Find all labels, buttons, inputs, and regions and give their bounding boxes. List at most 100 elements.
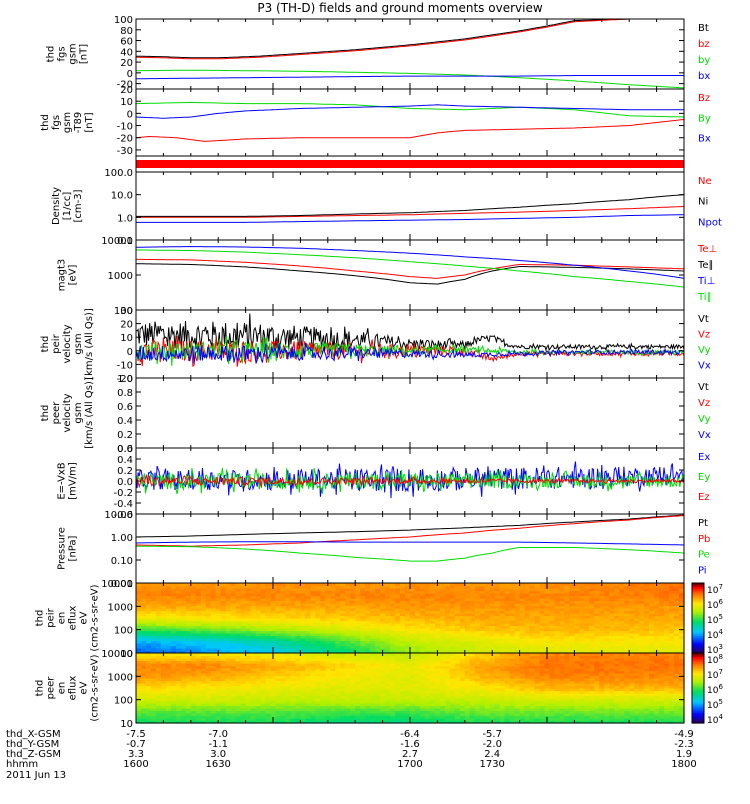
ylabel-line: [nT]	[79, 44, 90, 64]
ytick-label: 10000	[101, 579, 133, 590]
legend-label-Ez: Ez	[698, 492, 710, 503]
figure-title: P3 (TH-D) fields and ground moments over…	[257, 1, 542, 15]
ytick-label: -10	[117, 360, 133, 371]
ytick-label: 10.0	[111, 191, 133, 202]
legend-label-Vt: Vt	[698, 314, 709, 325]
ylabel-line: [nPa]	[68, 535, 79, 561]
ytick-label: 0.6	[117, 444, 133, 455]
legend-label-Vt: Vt	[698, 382, 709, 393]
ylabel-line: [mV/m]	[68, 462, 79, 500]
series-line-Pi	[136, 542, 684, 545]
ylabel-line: gsm	[73, 402, 84, 423]
legend-label-by: by	[698, 55, 710, 66]
ytick-label: 0	[127, 109, 133, 120]
ylabel-line: thd	[35, 610, 46, 627]
legend-label-Ne: Ne	[698, 176, 712, 187]
ytick-label: 0.2	[117, 466, 133, 477]
ytick-label: 1.0	[117, 374, 133, 385]
ylabel-line: [cm-3]	[73, 189, 84, 222]
ytick-label: 10000	[101, 236, 133, 247]
legend-label-Vz: Vz	[698, 330, 710, 341]
legend-label-Pt: Pt	[698, 518, 708, 529]
legend-label-Bx: Bx	[698, 134, 711, 145]
series-group	[136, 515, 684, 561]
colorbar-tick-label: 105	[707, 613, 723, 626]
ytick-label: -0.4	[113, 499, 133, 510]
ytick-label: 10	[120, 97, 133, 108]
ylabel-line: peir	[46, 607, 57, 627]
legend-label-Vy: Vy	[698, 414, 711, 425]
ytick-label: 1.00	[111, 533, 133, 544]
ylabel-line: [km/s (All Qs)]	[84, 377, 95, 449]
legend-label-bz: bz	[698, 39, 710, 50]
panel-p3: 100.010.01.00.1Density[1/cc][cm-3]NeNiNp…	[51, 168, 722, 247]
ytick-label: 0.0	[117, 477, 133, 488]
panel-frame	[136, 378, 684, 448]
legend-label-Ni: Ni	[698, 197, 708, 208]
legend-label-Npot: Npot	[698, 217, 722, 228]
ylabel-line: fgs	[57, 46, 68, 61]
ylabel-line: thd	[46, 46, 57, 63]
ytick-label: 1.0	[117, 213, 133, 224]
legend-label-Pi: Pi	[698, 565, 707, 576]
ylabel-line: fgs	[51, 115, 62, 130]
ylabel-line: gsm	[68, 43, 79, 64]
ylabel-line: [km/s (All Qs)]	[84, 308, 95, 380]
legend-label-bx: bx	[698, 71, 710, 82]
series-group	[136, 195, 684, 223]
ytick-label: -0.2	[113, 488, 133, 499]
series-line-Bx	[136, 105, 684, 118]
ylabel-line: peer	[51, 401, 62, 425]
ytick-label: 40	[120, 47, 133, 58]
ylabel-line: gsm	[73, 333, 84, 354]
colorbar-tick-label: 107	[707, 583, 723, 596]
ylabel-line: gsm	[62, 112, 73, 133]
legend-label-Vx: Vx	[698, 361, 711, 372]
series-line-Pe	[136, 546, 684, 561]
legend-label-Bz: Bz	[698, 93, 710, 104]
ylabel-line: magt3	[57, 259, 68, 292]
colorbar-tick-label: 104	[707, 628, 723, 641]
ytick-label: 20	[120, 320, 133, 331]
panel-bar	[136, 156, 684, 172]
legend-label-Vy: Vy	[698, 345, 711, 356]
ytick-label: 20	[120, 85, 133, 96]
ylabel-line: eflux	[68, 606, 79, 631]
ytick-label: 20	[120, 58, 133, 69]
ytick-label: 100	[114, 15, 133, 26]
ytick-label: 0.6	[117, 402, 133, 413]
colorbar-tick-label: 106	[707, 598, 723, 611]
ylabel-line: en	[57, 612, 68, 625]
ytick-label: 80	[120, 26, 133, 37]
ytick-label: 10.00	[104, 510, 133, 521]
panel-frame	[136, 172, 684, 240]
ytick-label: 100	[114, 626, 133, 637]
ytick-label: 60	[120, 37, 133, 48]
series-line-Ni	[136, 195, 684, 217]
ylabel-line: Pressure	[57, 527, 68, 570]
ytick-label: 0.8	[117, 388, 133, 399]
ylabel-line: velocity	[62, 393, 73, 432]
ylabel-line: velocity	[62, 324, 73, 363]
series-line-Bz	[136, 120, 684, 142]
ytick-label: 1000	[108, 602, 133, 613]
legend-label-Te∥: Te∥	[697, 260, 714, 271]
series-group	[136, 19, 684, 88]
ylabel-line: thd	[40, 336, 51, 353]
ytick-label: 10	[120, 333, 133, 344]
panel-p7: 0.60.40.20.0-0.2-0.4-0.6E=-VxB[mV/m]ExEy…	[57, 444, 711, 521]
legend-label-Ex: Ex	[698, 452, 710, 463]
ylabel-line: eV	[79, 611, 90, 624]
panel-frame	[136, 240, 684, 310]
ylabel-line: E=-VxB	[57, 462, 68, 499]
legend-label-Te⊥: Te⊥	[697, 244, 717, 255]
